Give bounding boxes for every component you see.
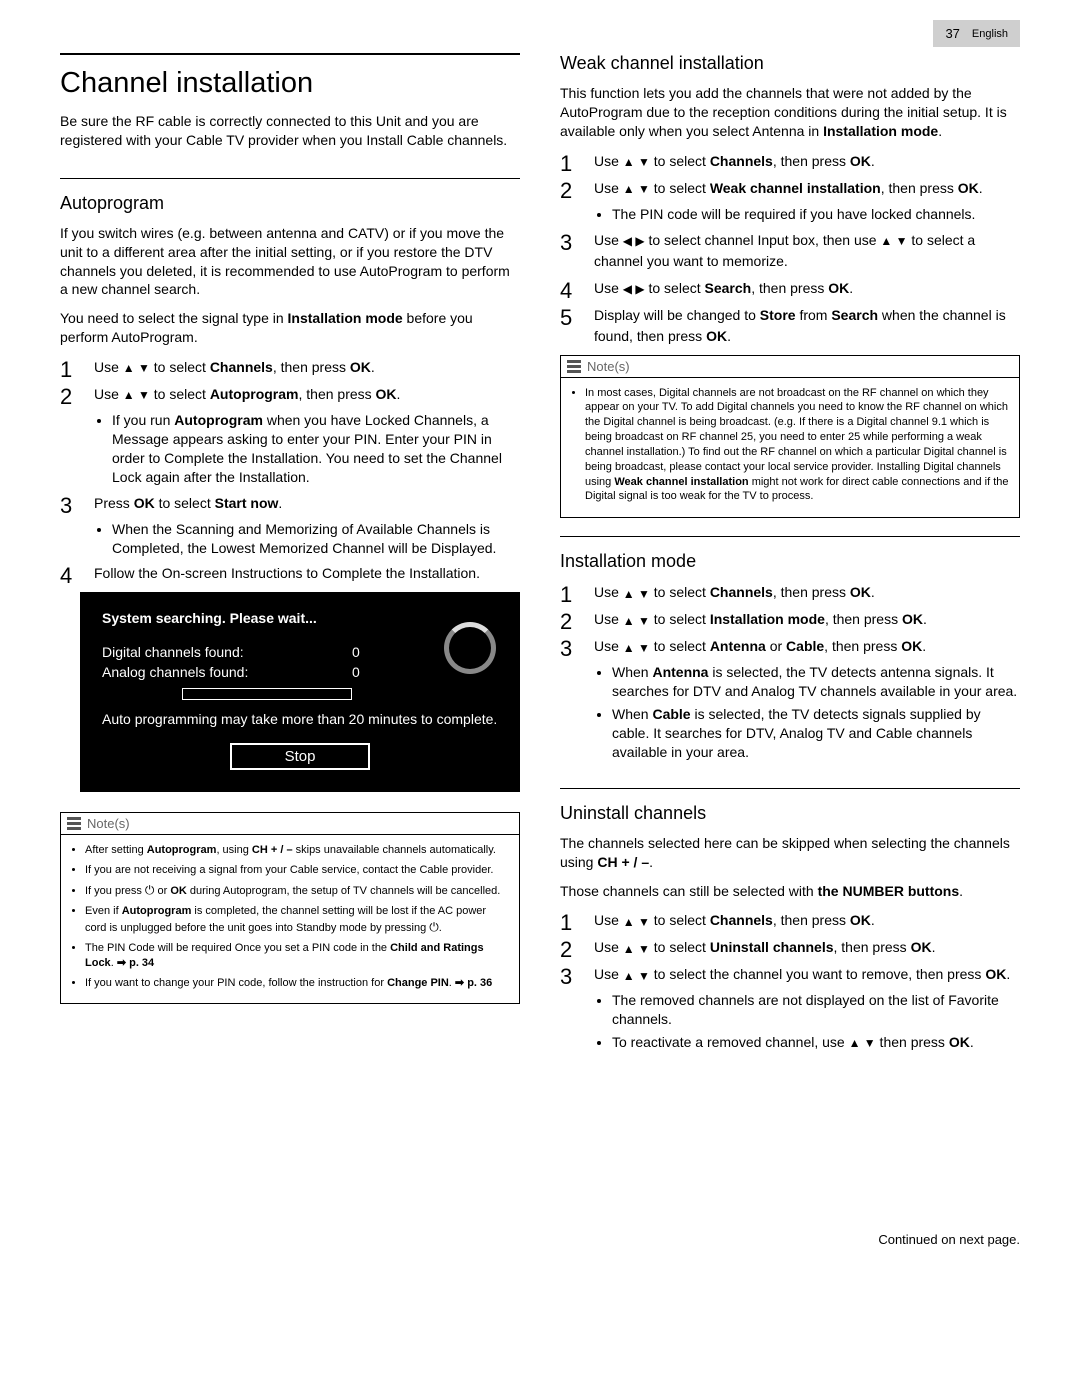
updown-icon: ▲ ▼ [623,940,650,958]
tv-note: Auto programming may take more than 20 m… [102,710,498,728]
language-label: English [972,28,1008,40]
updown-icon: ▲ ▼ [123,359,150,377]
intro-text: Be sure the RF cable is correctly connec… [60,112,520,150]
step: Use ◀ ▶ to select Search, then press OK. [560,278,1020,299]
step: Use ▲ ▼ to select Weak channel installat… [560,178,1020,224]
uninstall-p2: Those channels can still be selected wit… [560,882,1020,901]
step: Use ▲ ▼ to select Channels, then press O… [560,582,1020,603]
note-item: If you are not receiving a signal from y… [85,863,509,878]
step: Use ▲ ▼ to select Channels, then press O… [560,151,1020,172]
updown-icon: ▲ ▼ [623,913,650,931]
substep: If you run Autoprogram when you have Loc… [112,411,520,487]
note-item: If you press ⏻ or OK during Autoprogram,… [85,882,509,899]
autoprogram-para1: If you switch wires (e.g. between antenn… [60,224,520,300]
tv-analog-value: 0 [352,664,360,680]
instmode-steps: Use ▲ ▼ to select Channels, then press O… [560,582,1020,761]
step: Use ◀ ▶ to select channel Input box, the… [560,230,1020,272]
continued-label: Continued on next page. [560,1232,1020,1247]
updown-icon: ▲ ▼ [623,180,650,198]
right-column: Weak channel installation This function … [560,53,1020,1247]
step: Use ▲ ▼ to select Channels, then press O… [560,910,1020,931]
updown-icon: ▲ ▼ [849,1035,876,1051]
weak-steps: Use ▲ ▼ to select Channels, then press O… [560,151,1020,347]
updown-icon: ▲ ▼ [123,386,150,404]
progress-bar [182,688,352,700]
substep: When Antenna is selected, the TV detects… [612,663,1020,701]
note-item: After setting Autoprogram, using CH + / … [85,843,509,858]
updown-icon: ▲ ▼ [623,967,650,985]
arrow-icon: ➡ [455,977,464,989]
note-icon [567,360,581,373]
note-item: The PIN Code will be required Once you s… [85,941,509,971]
tv-analog-label: Analog channels found: [102,664,292,680]
arrow-icon: ➡ [117,957,126,969]
step: Use ▲ ▼ to select Antenna or Cable, then… [560,636,1020,761]
step-2: Use ▲ ▼ to select Autoprogram, then pres… [60,384,520,487]
updown-icon: ▲ ▼ [623,585,650,603]
step: Use ▲ ▼ to select the channel you want t… [560,964,1020,1052]
step: Display will be changed to Store from Se… [560,305,1020,347]
notes-box: Note(s) After setting Autoprogram, using… [60,812,520,1005]
tv-screenshot-panel: System searching. Please wait... Digital… [80,592,520,791]
updown-icon: ▲ ▼ [623,153,650,171]
substep: To reactivate a removed channel, use ▲ ▼… [612,1033,1020,1052]
leftright-icon: ◀ ▶ [623,232,645,250]
autoprogram-steps: Use ▲ ▼ to select Channels, then press O… [60,357,520,584]
notes-header: Note(s) [60,812,520,834]
section-instmode-title: Installation mode [560,536,1020,572]
uninstall-steps: Use ▲ ▼ to select Channels, then press O… [560,910,1020,1052]
left-column: Channel installation Be sure the RF cabl… [60,53,520,1247]
step: Use ▲ ▼ to select Installation mode, the… [560,609,1020,630]
notes-header: Note(s) [560,355,1020,377]
manual-page: 37 English Channel installation Be sure … [0,0,1080,1397]
note-item: Even if Autoprogram is completed, the ch… [85,904,509,936]
substep: The PIN code will be required if you hav… [612,205,1020,224]
note-icon [67,817,81,830]
page-number-box: 37 English [933,20,1020,47]
page-title: Channel installation [60,67,520,100]
power-icon: ⏻ [145,883,155,897]
note-item: In most cases, Digital channels are not … [585,386,1009,505]
tv-status: System searching. Please wait... [102,610,498,626]
updown-icon: ▲ ▼ [623,612,650,630]
section-uninstall-title: Uninstall channels [560,788,1020,824]
note-item: If you want to change your PIN code, fol… [85,976,509,991]
tv-digital-value: 0 [352,644,360,660]
tv-digital-label: Digital channels found: [102,644,292,660]
notes-box: Note(s) In most cases, Digital channels … [560,355,1020,519]
substep: The removed channels are not displayed o… [612,991,1020,1029]
step-4: Follow the On-screen Instructions to Com… [60,563,520,584]
leftright-icon: ◀ ▶ [623,280,645,298]
step: Use ▲ ▼ to select Uninstall channels, th… [560,937,1020,958]
substep: When Cable is selected, the TV detects s… [612,705,1020,762]
uninstall-p1: The channels selected here can be skippe… [560,834,1020,872]
section-weak-title: Weak channel installation [560,53,1020,74]
page-number: 37 [945,26,959,41]
weak-intro: This function lets you add the channels … [560,84,1020,141]
section-autoprogram-title: Autoprogram [60,178,520,214]
step-3: Press OK to select Start now. When the S… [60,493,520,558]
autoprogram-para2: You need to select the signal type in In… [60,309,520,347]
updown-icon: ▲ ▼ [880,232,907,250]
stop-button[interactable]: Stop [230,743,370,770]
power-icon: ⏻ [429,920,439,934]
page-header: 37 English [60,20,1020,47]
substep: When the Scanning and Memorizing of Avai… [112,520,520,558]
step-1: Use ▲ ▼ to select Channels, then press O… [60,357,520,378]
updown-icon: ▲ ▼ [623,639,650,657]
